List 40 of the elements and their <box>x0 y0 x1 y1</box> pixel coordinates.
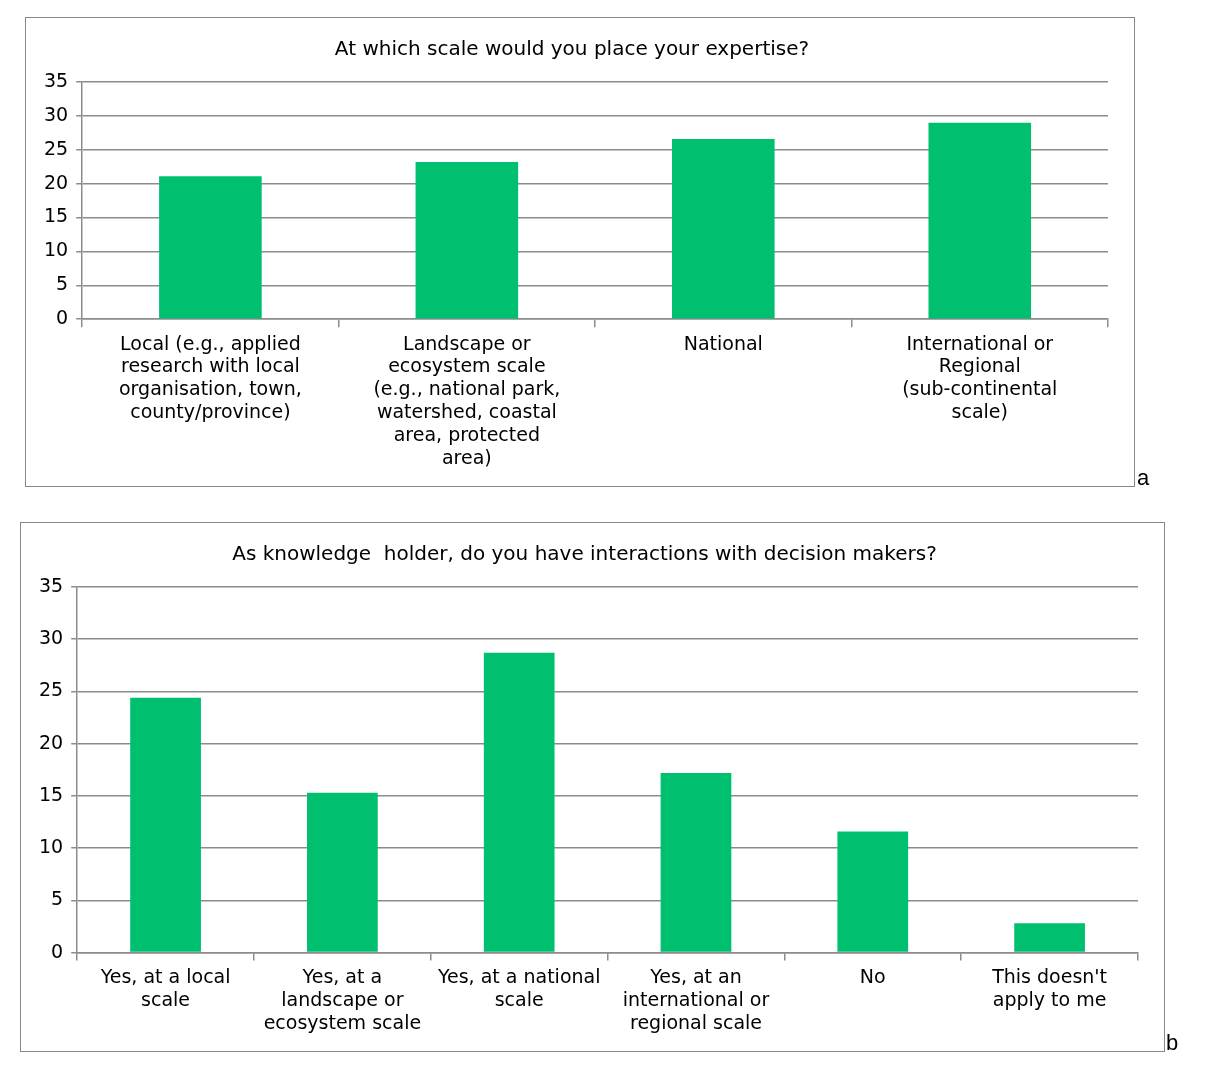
bar <box>130 697 201 952</box>
bar <box>1014 923 1085 952</box>
text: b <box>1166 1030 1179 1056</box>
x-tick-label: No <box>859 964 886 987</box>
x-tick-label: Yes, at a local scale <box>99 964 231 1010</box>
x-tick-label: Yes, at an international or regional scale <box>622 964 770 1033</box>
bar <box>660 772 732 952</box>
y-tick-label: 30 <box>43 102 69 125</box>
y-tick-label: 30 <box>38 626 64 649</box>
y-tick-label: 25 <box>38 678 64 701</box>
y-tick-label: 20 <box>38 730 64 753</box>
bar <box>159 176 262 319</box>
y-tick-label: 5 <box>51 887 64 910</box>
y-tick-label: 20 <box>43 170 69 193</box>
y-tick-label: 5 <box>56 272 69 295</box>
text: a <box>1137 465 1150 491</box>
x-tick-label: This doesn't apply to me <box>991 964 1108 1010</box>
y-tick-label: 15 <box>43 204 69 227</box>
y-tick-label: 0 <box>51 939 64 962</box>
bar <box>672 138 775 319</box>
x-tick-label: Landscape or ecosystem scale (e.g., national park, watershed, coastal area, protected area) <box>373 331 561 468</box>
x-tick-label: International or Regional (sub-continental scale) <box>902 331 1058 422</box>
bar <box>307 792 378 952</box>
y-tick-label: 10 <box>43 238 69 261</box>
bar <box>483 652 555 952</box>
y-tick-label: 10 <box>38 835 64 858</box>
x-tick-label: Local (e.g., applied research with local organisation, town, county/province) <box>118 331 302 422</box>
y-tick-label: 15 <box>38 782 64 805</box>
bar <box>928 122 1032 319</box>
y-tick-label: 35 <box>43 68 69 91</box>
y-tick-label: 35 <box>38 573 64 596</box>
chart-title: As knowledge holder, do you have interactions with decision makers? <box>232 541 937 566</box>
bar <box>415 161 519 319</box>
y-tick-label: 25 <box>43 136 69 159</box>
x-tick-label: Yes, at a landscape or ecosystem scale <box>263 964 422 1033</box>
bar <box>837 831 909 952</box>
x-tick-label: National <box>683 331 763 354</box>
y-tick-label: 0 <box>56 306 69 329</box>
x-tick-label: Yes, at a national scale <box>436 964 601 1010</box>
chart-title: At which scale would you place your expertise? <box>334 36 810 61</box>
